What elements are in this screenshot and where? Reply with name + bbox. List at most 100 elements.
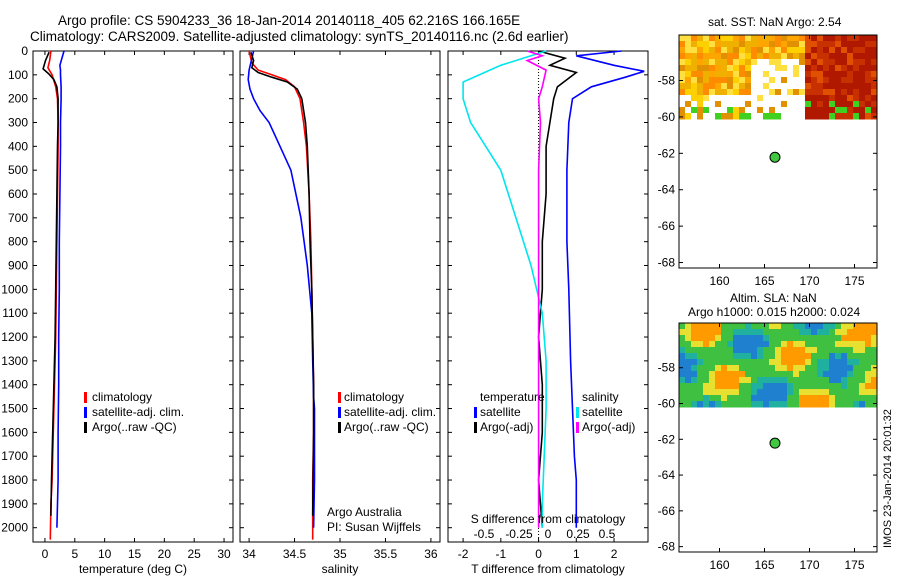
heatmap-cell <box>775 71 782 78</box>
heatmap-cell <box>835 335 842 342</box>
heatmap-cell <box>829 383 836 390</box>
heatmap-cell <box>859 71 866 78</box>
heatmap-cell <box>697 65 704 72</box>
heatmap-cell <box>805 401 812 408</box>
heatmap-cell <box>721 53 728 60</box>
heatmap-cell <box>871 395 878 402</box>
y-tick-label: 800 <box>8 235 28 249</box>
heatmap-cell <box>769 395 776 402</box>
legend3-salinity-title: salinity <box>582 390 619 404</box>
heatmap-cell <box>685 35 692 42</box>
heatmap-cell <box>679 395 686 402</box>
heatmap-cell <box>745 77 752 84</box>
heatmap-cell <box>691 371 698 378</box>
series-line-temperature-satellite <box>566 50 645 528</box>
heatmap-cell <box>697 83 704 90</box>
heatmap-cell <box>763 365 770 372</box>
heatmap-cell <box>709 107 716 114</box>
heatmap-cell <box>865 383 872 390</box>
map-y-tick-label: -58 <box>658 361 676 375</box>
credit-org: Argo Australia <box>327 505 402 519</box>
heatmap-cell <box>697 77 704 84</box>
heatmap-cell <box>745 371 752 378</box>
heatmap-cell <box>763 83 770 90</box>
heatmap-cell <box>769 341 776 348</box>
heatmap-cell <box>697 371 704 378</box>
heatmap-cell <box>781 329 788 336</box>
heatmap-cell <box>727 89 734 96</box>
heatmap-cell <box>805 353 812 360</box>
heatmap-cell <box>823 395 830 402</box>
heatmap-cell <box>805 59 812 66</box>
x2-axis-label: S difference from climatology <box>471 512 626 526</box>
heatmap-cell <box>871 353 878 360</box>
heatmap-cell <box>865 335 872 342</box>
heatmap-cell <box>799 89 806 96</box>
heatmap-cell <box>859 107 866 114</box>
heatmap-cell <box>733 341 740 348</box>
heatmap-cell <box>871 89 878 96</box>
heatmap-cell <box>799 35 806 42</box>
heatmap-cell <box>709 383 716 390</box>
heatmap-cell <box>751 59 758 66</box>
heatmap-cell <box>811 89 818 96</box>
heatmap-cell <box>823 101 830 108</box>
heatmap-cell <box>685 383 692 390</box>
heatmap-cell <box>775 353 782 360</box>
heatmap-cell <box>871 359 878 366</box>
heatmap-cell <box>847 35 854 42</box>
legend3-temperature-title: temperature <box>480 390 545 404</box>
heatmap-cell <box>733 47 740 54</box>
heatmap-cell <box>835 383 842 390</box>
x-tick-label-difference: -2 <box>458 547 469 561</box>
heatmap-cell <box>793 353 800 360</box>
heatmap-cell <box>871 35 878 42</box>
y-tick-label: 200 <box>8 92 28 106</box>
heatmap-cell <box>805 95 812 102</box>
heatmap-cell <box>829 113 836 120</box>
heatmap-cell <box>811 71 818 78</box>
heatmap-cell <box>841 365 848 372</box>
heatmap-cell <box>763 71 770 78</box>
heatmap-cell <box>817 107 824 114</box>
heatmap-cell <box>841 389 848 396</box>
heatmap-cell <box>769 323 776 330</box>
heatmap-cell <box>817 395 824 402</box>
heatmap-cell <box>865 59 872 66</box>
heatmap-cell <box>709 47 716 54</box>
y-tick-label: 1100 <box>2 306 28 320</box>
heatmap-cell <box>841 95 848 102</box>
heatmap-cell <box>853 101 860 108</box>
heatmap-cell <box>703 59 710 66</box>
heatmap-cell <box>799 401 806 408</box>
heatmap-cell <box>823 59 830 66</box>
heatmap-cell <box>799 71 806 78</box>
heatmap-cell <box>817 83 824 90</box>
heatmap-cell <box>805 389 812 396</box>
heatmap-cell <box>769 401 776 408</box>
heatmap-cell <box>739 389 746 396</box>
heatmap-cell <box>787 335 794 342</box>
heatmap-cell <box>727 371 734 378</box>
heatmap-cell <box>739 71 746 78</box>
heatmap-cell <box>847 347 854 354</box>
heatmap-cell <box>751 329 758 336</box>
heatmap-cell <box>781 113 788 120</box>
heatmap-cell <box>769 353 776 360</box>
heatmap-cell <box>859 113 866 120</box>
heatmap-cell <box>805 359 812 366</box>
map-x-tick-label: 160 <box>709 274 729 288</box>
heatmap-cell <box>697 89 704 96</box>
heatmap-cell <box>721 389 728 396</box>
heatmap-cell <box>775 383 782 390</box>
heatmap-cell <box>685 347 692 354</box>
heatmap-cell <box>727 353 734 360</box>
heatmap-cell <box>799 113 806 120</box>
heatmap-cell <box>823 341 830 348</box>
heatmap-cell <box>835 353 842 360</box>
heatmap-cell <box>697 41 704 48</box>
heatmap-cell <box>817 359 824 366</box>
heatmap-cell <box>829 71 836 78</box>
heatmap-cell <box>697 71 704 78</box>
legend-swatch <box>338 407 341 418</box>
